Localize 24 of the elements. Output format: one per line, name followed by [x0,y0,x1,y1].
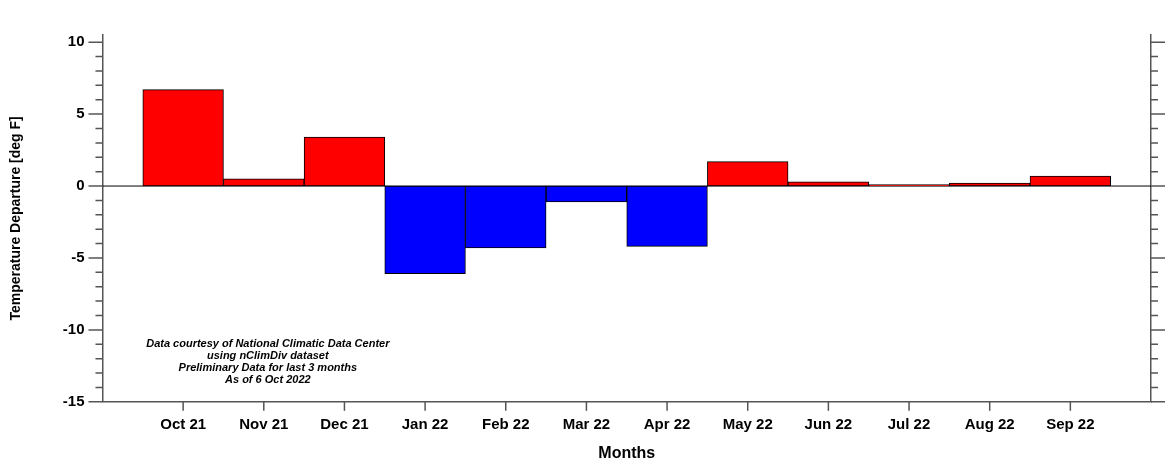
x-tick-label: Apr 22 [643,414,691,432]
y-axis-title: Temperature Departure [deg F] [7,116,24,321]
y-tick-label: 10 [67,32,85,50]
x-tick-label: May 22 [722,414,773,432]
x-tick-label: Aug 22 [964,414,1015,432]
annotation: Data courtesy of National Climatic Data Center [146,336,391,349]
annotation: using nClimDiv dataset [207,348,330,361]
x-axis-title: Months [598,443,656,461]
x-tick-label: Sep 22 [1046,414,1095,432]
x-tick-label: Jul 22 [887,414,931,432]
x-tick-label: Nov 21 [239,414,289,432]
annotation: Preliminary Data for last 3 months [178,360,358,373]
x-tick-label: Dec 21 [320,414,369,432]
y-tick-label: -5 [71,248,85,266]
y-tick-label: -15 [62,391,85,409]
x-tick-label: Oct 21 [160,414,207,432]
y-tick-label: -10 [62,320,85,338]
x-tick-label: Jun 22 [804,414,853,432]
x-tick-label: Jan 22 [401,414,449,432]
y-tick-label: 0 [76,176,85,194]
y-tick-label: 5 [76,104,85,122]
x-tick-label: Feb 22 [481,414,530,432]
annotation: As of 6 Oct 2022 [224,372,311,385]
x-tick-label: Mar 22 [562,414,611,432]
